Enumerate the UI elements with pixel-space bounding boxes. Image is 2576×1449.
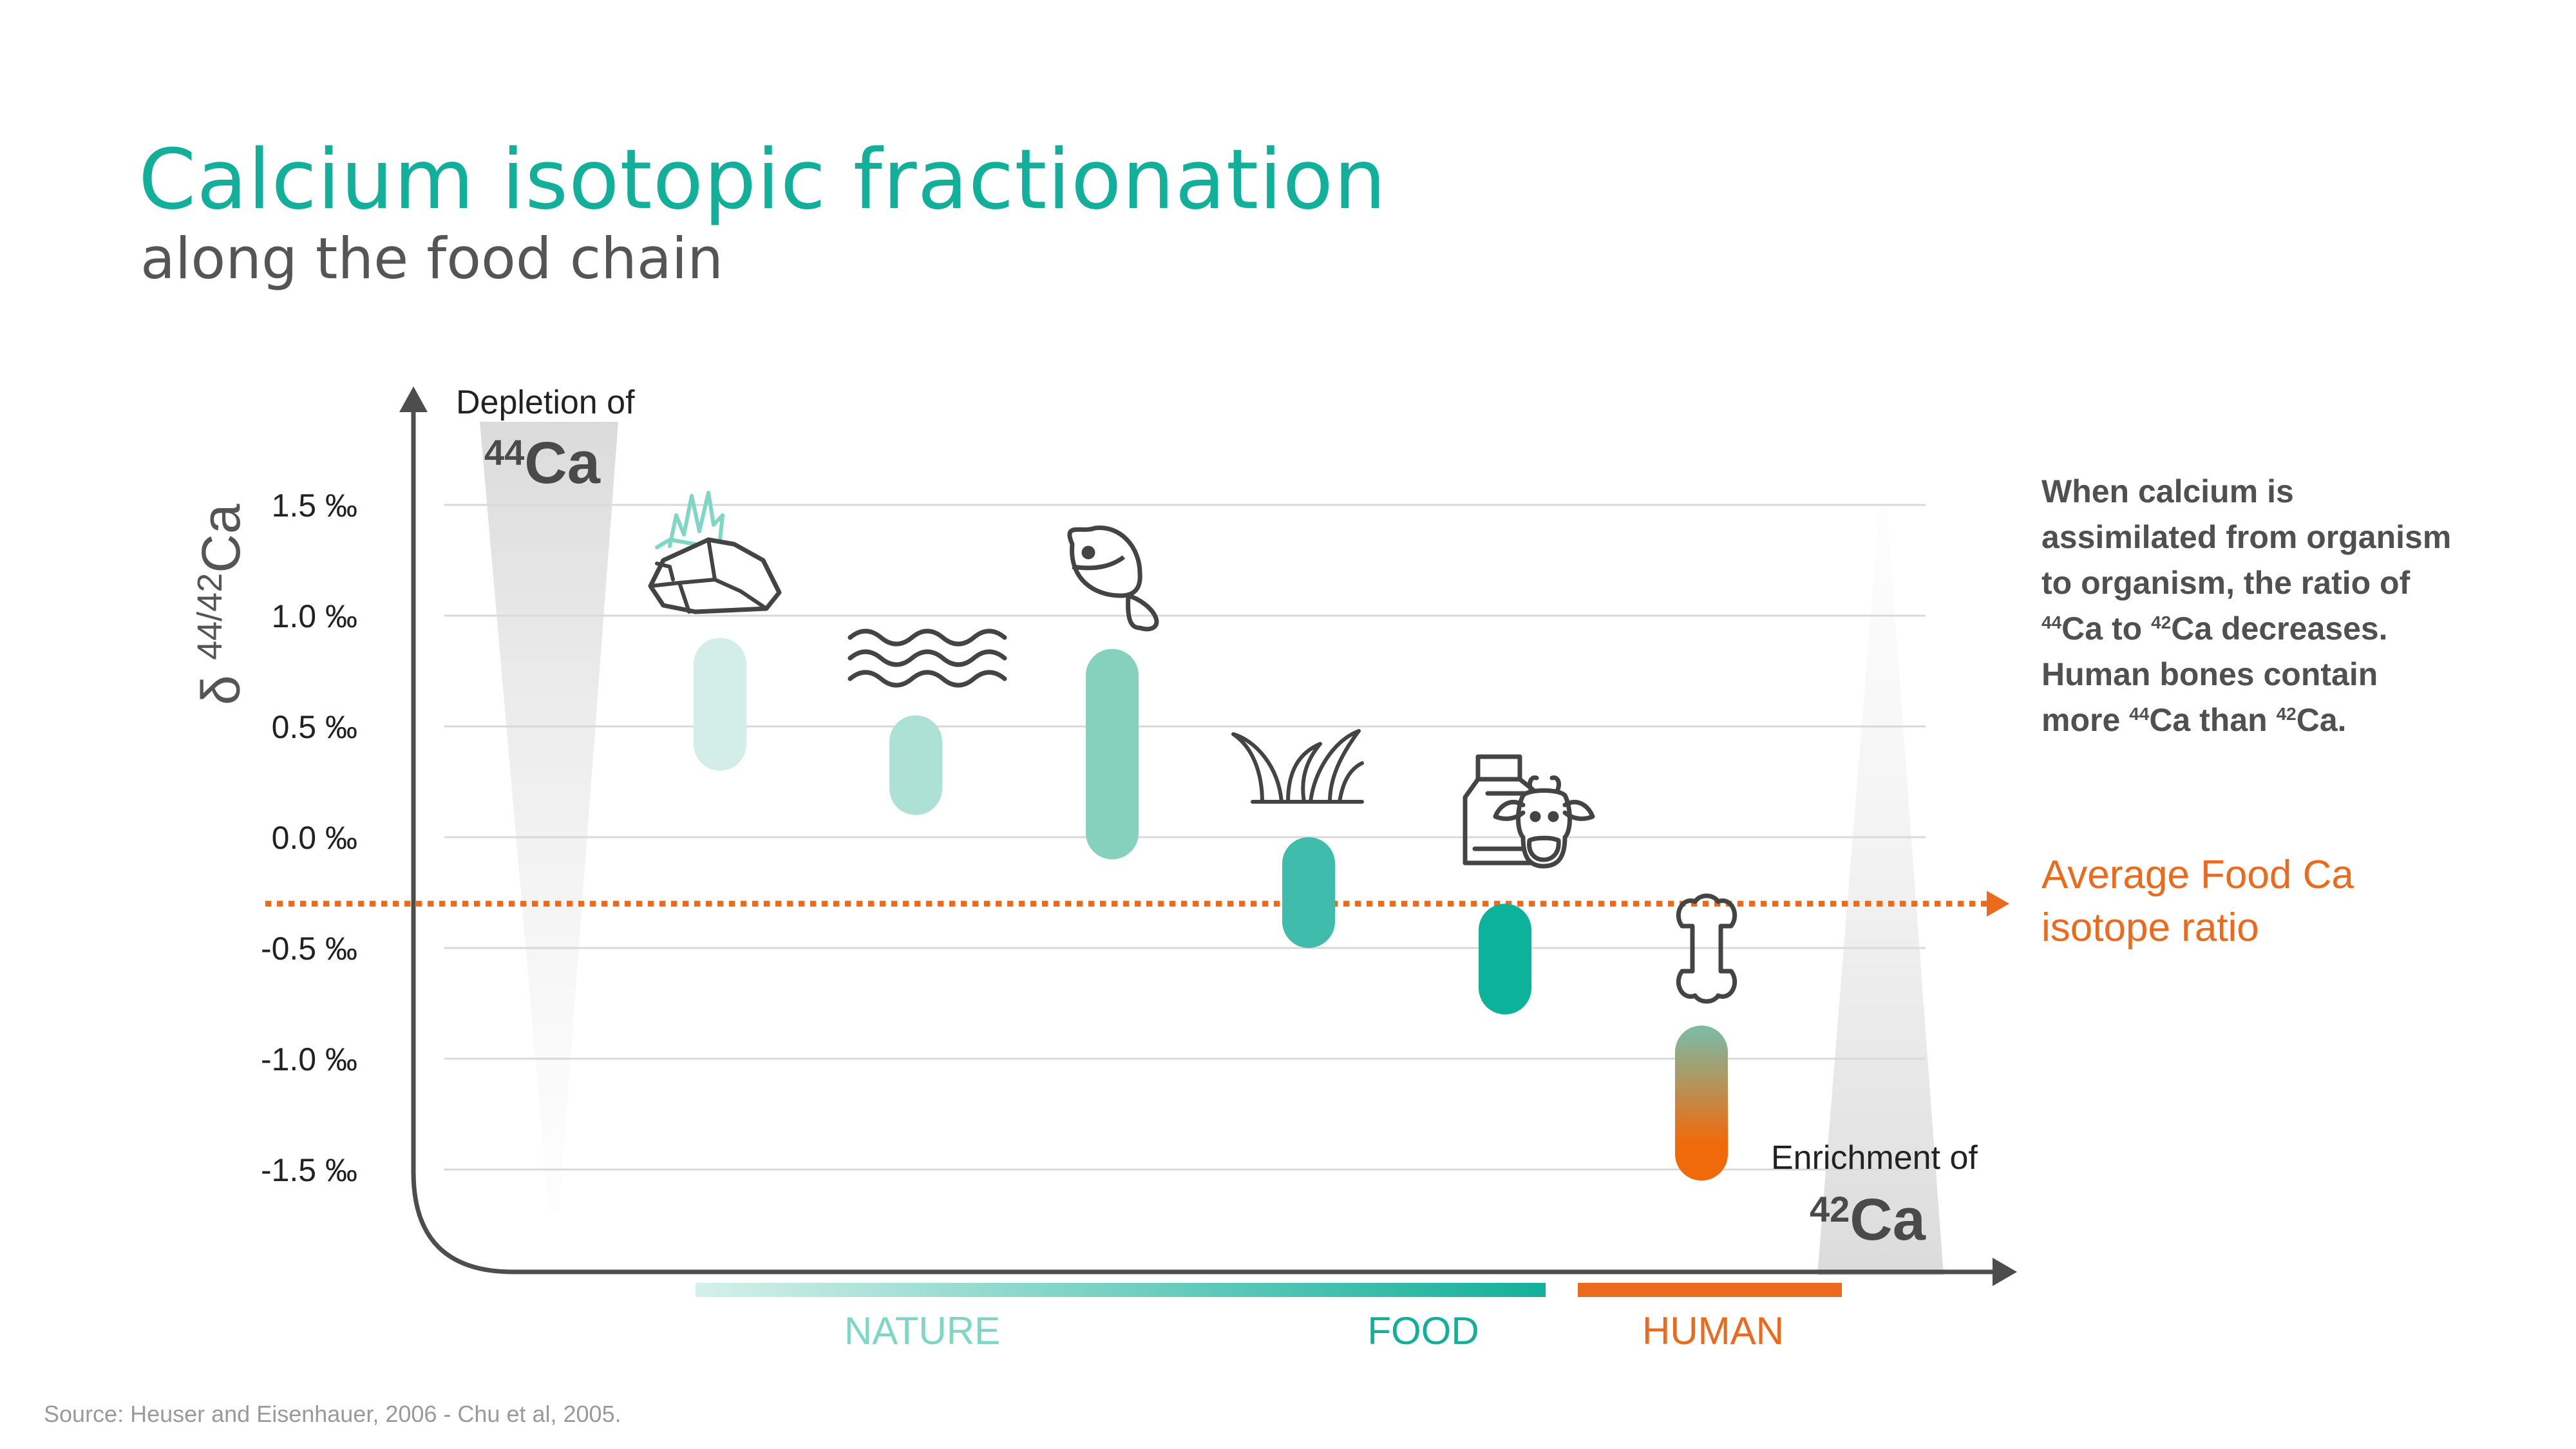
y-tick-label: -0.5 ‰ bbox=[261, 931, 357, 967]
range-bar-plant bbox=[1282, 837, 1335, 948]
average-food-ca-label: Average Food Ca isotope ratio bbox=[2041, 853, 2354, 950]
average-line-arrow bbox=[1987, 891, 2009, 917]
y-tick-label: -1.5 ‰ bbox=[261, 1152, 357, 1188]
y-tick-label: 1.5 ‰ bbox=[272, 488, 357, 524]
enrichment-label: Enrichment of bbox=[1771, 1139, 1978, 1177]
milk-cow-icon bbox=[1463, 754, 1595, 869]
nature-food-bar bbox=[696, 1283, 1546, 1297]
y-axis-arrow bbox=[399, 386, 428, 412]
enrichment-isotope: 42Ca bbox=[1810, 1187, 1926, 1253]
bone-icon bbox=[1676, 893, 1737, 1004]
range-bar-milk-cow bbox=[1479, 904, 1531, 1015]
description-text: When calcium is assimilated from organis… bbox=[2041, 473, 2452, 738]
range-bar-water-waves bbox=[889, 715, 942, 815]
group-label-food: FOOD bbox=[1367, 1309, 1479, 1352]
y-axis bbox=[411, 398, 2004, 1274]
group-label-human: HUMAN bbox=[1642, 1309, 1784, 1352]
source-note: Source: Heuser and Eisenhauer, 2006 - Ch… bbox=[44, 1401, 621, 1427]
y-tick-label: 1.0 ‰ bbox=[272, 598, 357, 634]
y-tick-label: 0.5 ‰ bbox=[272, 709, 357, 745]
enrichment-beam bbox=[1817, 509, 1944, 1275]
y-tick-label: -1.0 ‰ bbox=[261, 1041, 357, 1077]
page-title: Calcium isotopic fractionation bbox=[138, 132, 1387, 228]
page-subtitle: along the food chain bbox=[140, 225, 724, 292]
fish-icon bbox=[1067, 526, 1159, 632]
water-waves-icon bbox=[848, 629, 1007, 688]
x-axis-arrow bbox=[1993, 1258, 2017, 1286]
y-axis-label: δ 44/42Ca bbox=[191, 504, 251, 705]
range-bar-fish bbox=[1086, 649, 1139, 860]
y-tick-label: 0.0 ‰ bbox=[272, 820, 357, 856]
depletion-label: Depletion of bbox=[456, 384, 635, 421]
group-label-nature: NATURE bbox=[844, 1309, 1000, 1352]
depletion-beam bbox=[480, 422, 618, 1211]
range-bar-rock-grass bbox=[694, 638, 746, 771]
range-bar-bone bbox=[1675, 1025, 1728, 1181]
rock-grass-icon bbox=[648, 491, 782, 614]
human-bar bbox=[1578, 1283, 1842, 1297]
plant-icon bbox=[1231, 729, 1364, 804]
depletion-isotope: 44Ca bbox=[484, 430, 601, 496]
